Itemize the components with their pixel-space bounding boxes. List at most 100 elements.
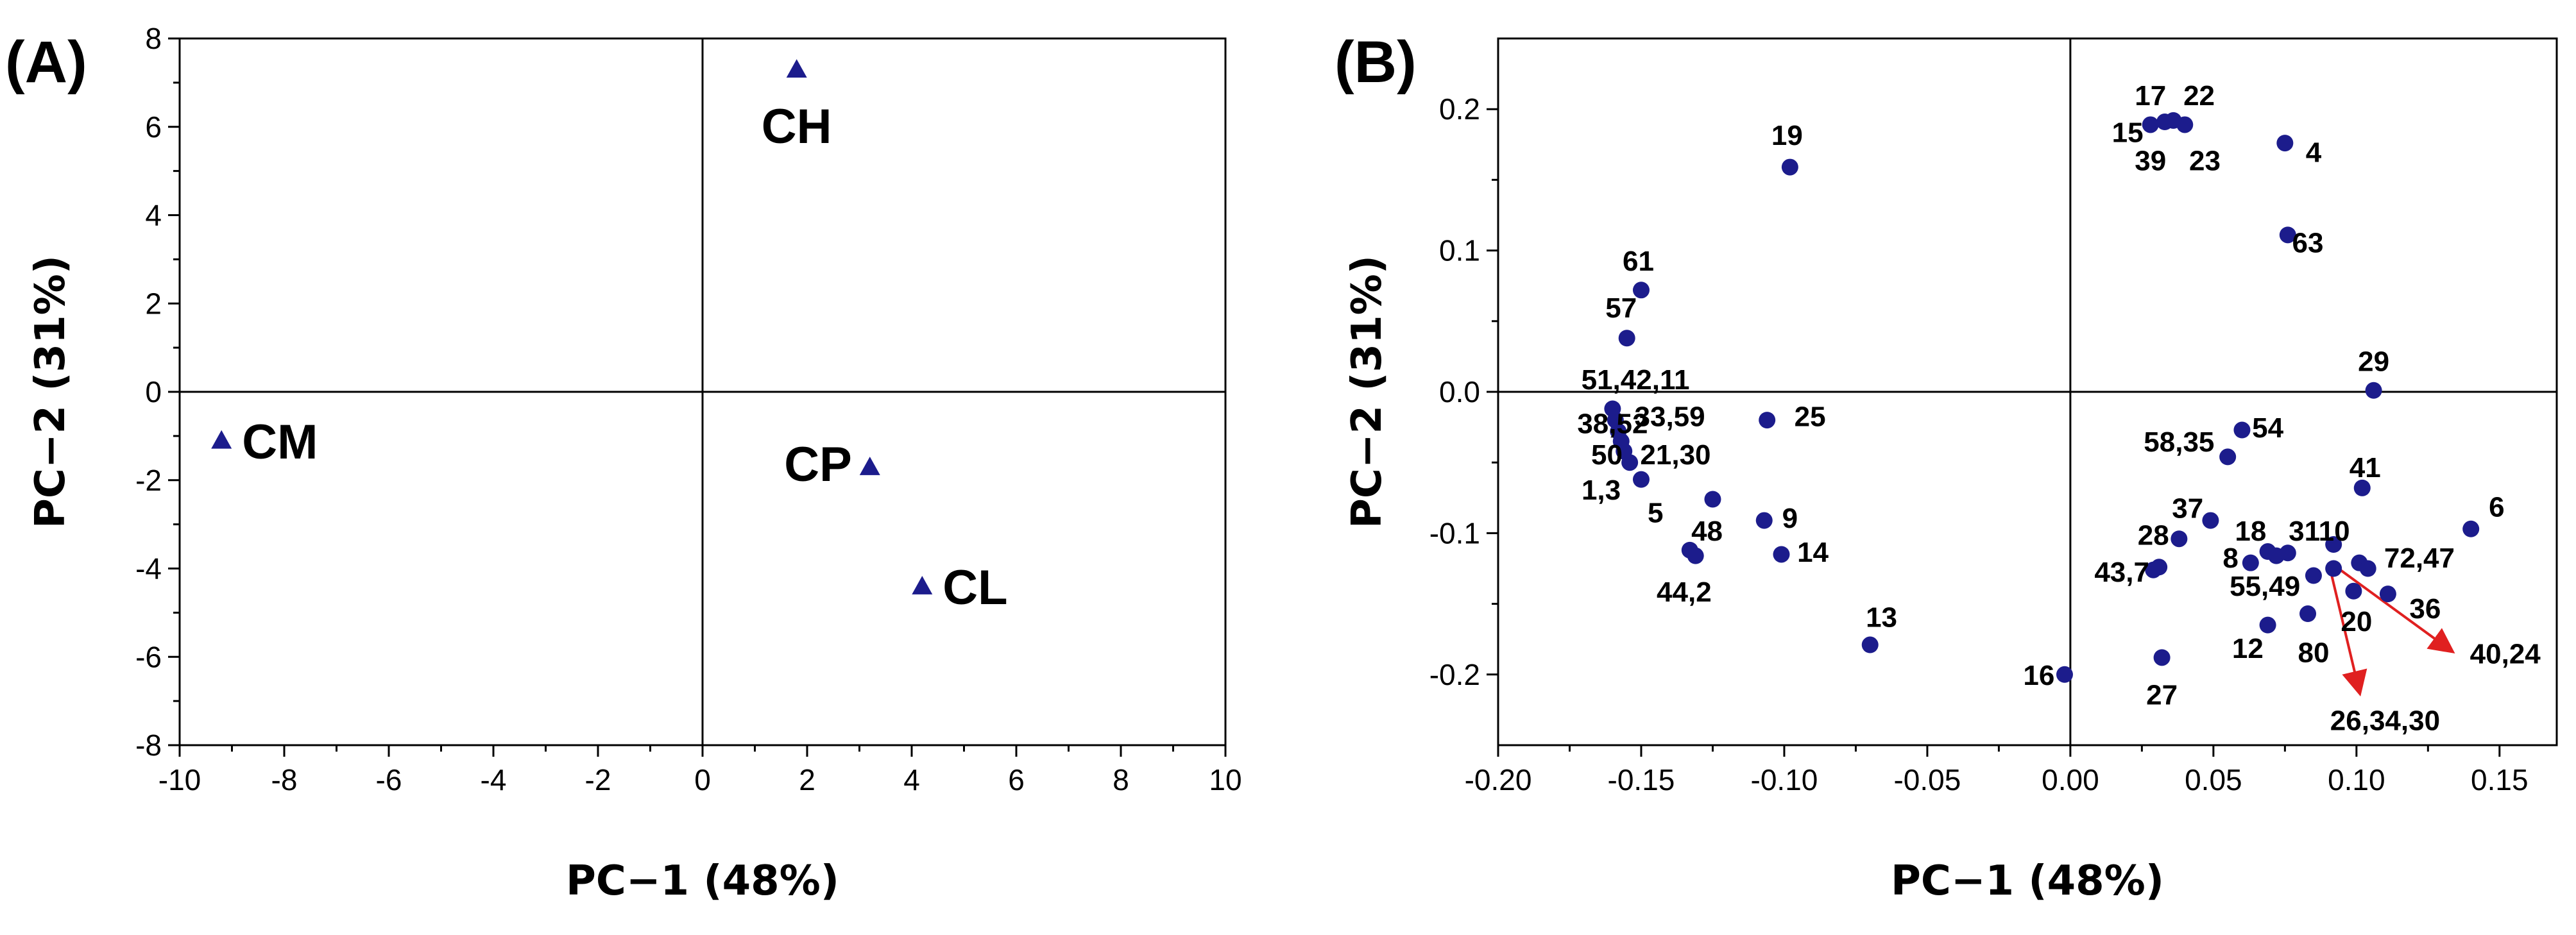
b-x-tick-label: -0.05 <box>1893 763 1961 796</box>
point-label: 9 <box>1782 503 1798 534</box>
a-x-tick-label: -4 <box>481 763 507 796</box>
data-point <box>2276 135 2294 152</box>
data-point <box>2259 616 2276 634</box>
data-point <box>2153 649 2171 666</box>
point-label: 38,52 <box>1577 408 1648 439</box>
data-point <box>2299 605 2317 623</box>
point-label: 15 <box>2112 117 2144 148</box>
point-label: 6 <box>2489 492 2504 523</box>
point-label: 61 <box>1623 246 1654 277</box>
red-arrow-1 <box>2335 566 2455 654</box>
data-point <box>2176 116 2194 133</box>
data-point <box>2279 544 2296 562</box>
point-label: 13 <box>1866 602 1897 633</box>
data-point <box>2242 554 2259 571</box>
b-y-tick-label: 0.0 <box>1439 375 1480 409</box>
panel-b-y-axis-title: PC−2 (31%) <box>1343 255 1391 528</box>
a-x-tick-label: -2 <box>585 763 611 796</box>
a-x-tick-label: 8 <box>1113 763 1129 796</box>
data-point <box>1773 546 1790 563</box>
point-label: 14 <box>1797 537 1829 568</box>
b-y-tick-label: 0.2 <box>1439 92 1480 126</box>
red-arrow-2 <box>2329 571 2367 697</box>
panel-b-ticks: -0.20 -0.15 -0.10 -0.05 0.00 0.05 0.10 0.15-0.2… <box>1429 38 2557 796</box>
a-y-tick-label: -4 <box>135 552 162 585</box>
data-point <box>1759 412 1776 429</box>
a-y-tick-label: 8 <box>145 22 162 55</box>
data-point <box>1755 512 1773 529</box>
data-point <box>1632 471 1650 488</box>
panel-b-x-axis-title: PC−1 (48%) <box>1891 857 2164 905</box>
panel-b-points <box>1604 112 2480 683</box>
point-label: 17 <box>2135 80 2166 112</box>
point-label: 54 <box>2252 412 2283 444</box>
point-label: 44,2 <box>1657 577 1712 608</box>
point-label: 12 <box>2232 633 2264 664</box>
a-y-tick-label: 4 <box>145 199 162 232</box>
data-point <box>2325 560 2342 577</box>
point-label: 55,49 <box>2230 571 2300 602</box>
data-point <box>2359 560 2376 577</box>
data-point <box>1861 636 1879 653</box>
b-x-tick-label: 0.05 <box>2185 763 2242 796</box>
point-label: 57 <box>1605 292 1637 324</box>
b-y-tick-label: -0.1 <box>1429 516 1480 550</box>
data-point <box>2305 567 2322 584</box>
point-marker-cl <box>912 576 933 594</box>
panel-a-label: (A) <box>5 29 87 95</box>
point-label: 43,7 <box>2094 557 2149 588</box>
point-label: 23 <box>2189 146 2221 177</box>
a-y-tick-label: -6 <box>135 640 162 673</box>
b-y-tick-label: -0.2 <box>1429 658 1480 691</box>
data-point <box>1618 330 1635 347</box>
point-label: 4 <box>2306 137 2322 168</box>
point-label: 20 <box>2341 606 2372 637</box>
point-label: 36 <box>2409 593 2441 625</box>
data-point <box>2353 479 2371 496</box>
a-x-tick-label: 6 <box>1008 763 1025 796</box>
panel-a-x-axis-title: PC−1 (48%) <box>566 857 839 905</box>
panel-a-points: CH CM CP CL <box>211 59 1008 615</box>
point-label: 8 <box>2222 543 2238 574</box>
point-label: 3110 <box>2289 516 2350 547</box>
data-point <box>2142 116 2159 133</box>
point-label: 21,30 <box>1640 439 1710 471</box>
point-label: 16 <box>2023 660 2054 691</box>
point-label: 40,24 <box>2470 639 2541 670</box>
a-y-tick-label: -2 <box>135 464 162 497</box>
data-point <box>1632 282 1650 299</box>
data-point <box>1781 158 1798 176</box>
point-label: 72,47 <box>2384 543 2455 574</box>
b-x-tick-label: 0.10 <box>2328 763 2385 796</box>
point-marker-cp <box>859 457 880 475</box>
point-label-cl: CL <box>943 560 1007 615</box>
point-label: 51,42,11 <box>1582 364 1690 396</box>
point-label-ch: CH <box>762 99 832 154</box>
point-label: 37 <box>2172 493 2203 525</box>
a-x-tick-label: -8 <box>271 763 298 796</box>
point-label-cm: CM <box>242 415 318 469</box>
b-x-tick-label: -0.20 <box>1465 763 1532 796</box>
a-x-tick-label: -10 <box>158 763 201 796</box>
point-label: 27 <box>2146 680 2178 711</box>
point-label: 5 <box>1648 497 1663 528</box>
a-y-tick-label: 6 <box>145 110 162 144</box>
panel-b: (B) -0.20 -0.15 -0.10 -0.05 0.00 0.05 0.10 0.15… <box>1335 29 2558 905</box>
data-point <box>2202 512 2219 529</box>
data-point <box>2279 226 2296 244</box>
b-x-tick-label: 0.00 <box>2042 763 2099 796</box>
point-label-cp: CP <box>784 437 852 492</box>
point-label: 26,34,30 <box>2330 705 2440 736</box>
point-label: 29 <box>2358 346 2389 378</box>
a-y-tick-label: -8 <box>135 729 162 762</box>
b-x-tick-label: 0.15 <box>2471 763 2529 796</box>
point-label: 39 <box>2135 146 2166 177</box>
point-label: 33,59 <box>1635 401 1705 432</box>
point-label: 41 <box>2350 452 2381 484</box>
data-point <box>1687 547 1704 564</box>
data-point <box>2345 582 2362 600</box>
point-label: 28 <box>2138 520 2169 552</box>
